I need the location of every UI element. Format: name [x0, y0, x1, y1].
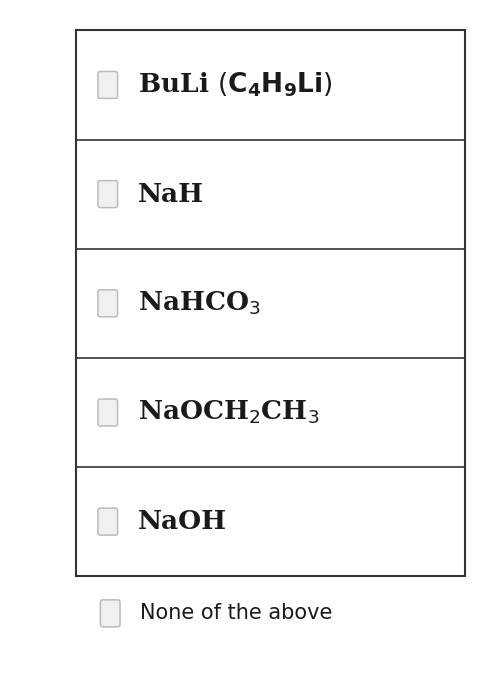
Text: None of the above: None of the above: [140, 603, 333, 623]
FancyBboxPatch shape: [98, 508, 118, 535]
Text: NaOH: NaOH: [138, 509, 227, 534]
FancyBboxPatch shape: [98, 181, 118, 208]
FancyBboxPatch shape: [100, 600, 120, 627]
Text: BuLi $(\mathbf{C_4H_9Li})$: BuLi $(\mathbf{C_4H_9Li})$: [138, 71, 332, 99]
FancyBboxPatch shape: [98, 71, 118, 98]
Text: NaOCH$_2$CH$_3$: NaOCH$_2$CH$_3$: [138, 399, 319, 426]
Bar: [76, 30, 465, 576]
FancyBboxPatch shape: [98, 399, 118, 426]
Text: NaHCO$_3$: NaHCO$_3$: [138, 290, 260, 317]
FancyBboxPatch shape: [98, 290, 118, 317]
Text: NaH: NaH: [138, 181, 204, 207]
